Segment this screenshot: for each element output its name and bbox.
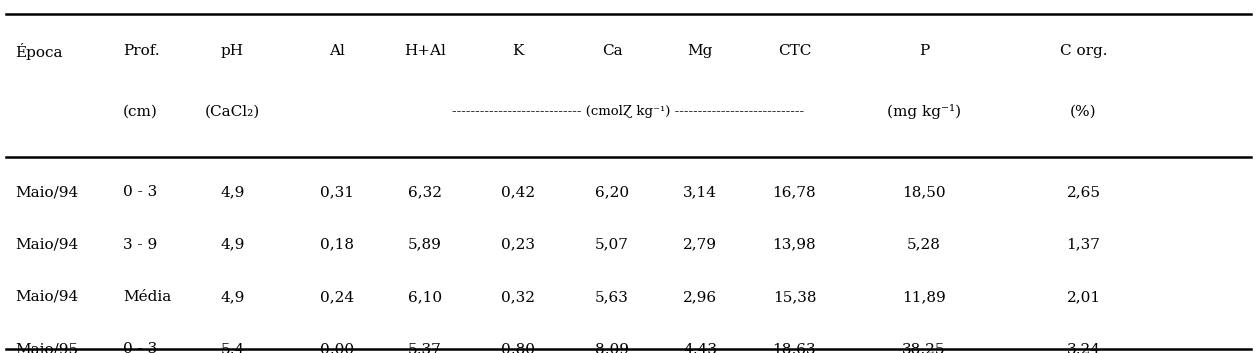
Text: C org.: C org. [1060, 44, 1107, 58]
Text: pH: pH [221, 44, 244, 58]
Text: 0,31: 0,31 [319, 185, 354, 199]
Text: 0 - 3: 0 - 3 [123, 342, 157, 353]
Text: 18,50: 18,50 [903, 185, 945, 199]
Text: 3,14: 3,14 [683, 185, 718, 199]
Text: Época: Época [15, 43, 63, 60]
Text: Mg: Mg [688, 44, 713, 58]
Text: 2,01: 2,01 [1066, 290, 1101, 304]
Text: 0,24: 0,24 [319, 290, 354, 304]
Text: 0,32: 0,32 [500, 290, 535, 304]
Text: 6,20: 6,20 [595, 185, 630, 199]
Text: Maio/95: Maio/95 [15, 342, 78, 353]
Text: Al: Al [329, 44, 344, 58]
Text: 2,65: 2,65 [1066, 185, 1101, 199]
Text: 11,89: 11,89 [903, 290, 945, 304]
Text: (CaCl₂): (CaCl₂) [205, 104, 260, 118]
Text: Maio/94: Maio/94 [15, 238, 78, 252]
Text: P: P [919, 44, 929, 58]
Text: 0,23: 0,23 [500, 238, 535, 252]
Text: (%): (%) [1070, 104, 1097, 118]
Text: 4,9: 4,9 [220, 238, 245, 252]
Text: Média: Média [123, 290, 171, 304]
Text: 4,9: 4,9 [220, 185, 245, 199]
Text: 5,63: 5,63 [596, 290, 628, 304]
Text: 2,79: 2,79 [683, 238, 718, 252]
Text: 0,42: 0,42 [500, 185, 535, 199]
Text: Maio/94: Maio/94 [15, 290, 78, 304]
Text: 4,9: 4,9 [220, 290, 245, 304]
Text: (cm): (cm) [123, 104, 158, 118]
Text: 16,78: 16,78 [773, 185, 816, 199]
Text: 5,07: 5,07 [596, 238, 628, 252]
Text: 0,18: 0,18 [319, 238, 354, 252]
Text: 6,32: 6,32 [407, 185, 442, 199]
Text: 8,09: 8,09 [595, 342, 630, 353]
Text: 3 - 9: 3 - 9 [123, 238, 157, 252]
Text: 1,37: 1,37 [1067, 238, 1100, 252]
Text: 5,28: 5,28 [908, 238, 940, 252]
Text: 5,89: 5,89 [409, 238, 441, 252]
Text: CTC: CTC [778, 44, 811, 58]
Text: ---------------------------- (cmolⱿ kg⁻¹) ----------------------------: ---------------------------- (cmolⱿ kg⁻¹… [453, 105, 804, 118]
Text: Prof.: Prof. [123, 44, 160, 58]
Text: 0 - 3: 0 - 3 [123, 185, 157, 199]
Text: 3,24: 3,24 [1066, 342, 1101, 353]
Text: 15,38: 15,38 [773, 290, 816, 304]
Text: Ca: Ca [602, 44, 622, 58]
Text: H+Al: H+Al [403, 44, 446, 58]
Text: 5,37: 5,37 [409, 342, 441, 353]
Text: Maio/94: Maio/94 [15, 185, 78, 199]
Text: 4,43: 4,43 [683, 342, 718, 353]
Text: 2,96: 2,96 [683, 290, 718, 304]
Text: 0,00: 0,00 [319, 342, 354, 353]
Text: 6,10: 6,10 [407, 290, 442, 304]
Text: 0,80: 0,80 [500, 342, 535, 353]
Text: 38,25: 38,25 [903, 342, 945, 353]
Text: 5,4: 5,4 [220, 342, 245, 353]
Text: K: K [512, 44, 524, 58]
Text: 13,98: 13,98 [773, 238, 816, 252]
Text: 18,63: 18,63 [773, 342, 816, 353]
Text: (mg kg⁻¹): (mg kg⁻¹) [887, 104, 960, 119]
